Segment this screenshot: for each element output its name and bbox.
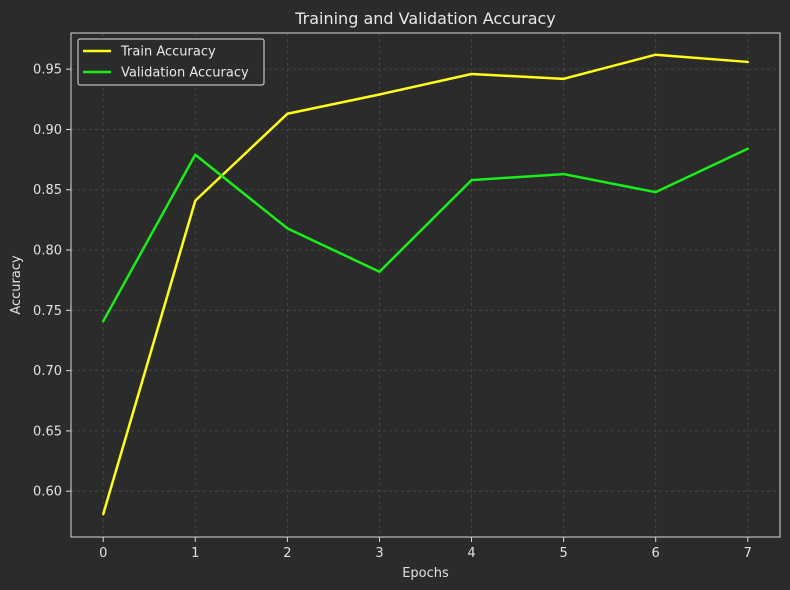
x-tick-label: 4 xyxy=(467,546,475,561)
series-line-train xyxy=(101,53,750,516)
y-tick-label: 0.95 xyxy=(33,63,62,78)
x-tick-label: 2 xyxy=(283,546,291,561)
y-tick-label: 0.85 xyxy=(33,183,62,198)
y-tick-label: 0.65 xyxy=(33,424,62,439)
x-axis-label: Epochs xyxy=(402,566,449,581)
legend-label-train: Train Accuracy xyxy=(120,45,216,60)
y-tick-label: 0.60 xyxy=(33,485,62,500)
series-lines xyxy=(101,53,750,516)
legend: Train Accuracy Validation Accuracy xyxy=(77,38,265,86)
x-tick-label: 6 xyxy=(652,546,660,561)
chart-title: Training and Validation Accuracy xyxy=(294,9,556,28)
legend-box xyxy=(77,38,265,86)
legend-label-validation: Validation Accuracy xyxy=(121,66,249,81)
grid xyxy=(71,33,780,537)
y-tick-label: 0.70 xyxy=(33,364,62,379)
x-tick-label: 1 xyxy=(191,546,199,561)
y-axis-label: Accuracy xyxy=(9,255,24,315)
x-tick-label: 5 xyxy=(559,546,567,561)
plot-area-frame xyxy=(70,32,781,538)
axis-ticks: 0 1 2 3 4 5 6 7 0.60 0.65 0.70 0.75 0.80 0.85 0.90 0.95 xyxy=(33,63,752,561)
y-tick-label: 0.80 xyxy=(33,244,62,259)
x-tick-label: 0 xyxy=(99,546,107,561)
y-tick-label: 0.90 xyxy=(33,123,62,138)
series-line-validation xyxy=(101,147,750,323)
x-tick-label: 3 xyxy=(375,546,383,561)
y-tick-label: 0.75 xyxy=(33,304,62,319)
x-tick-label: 7 xyxy=(744,546,752,561)
